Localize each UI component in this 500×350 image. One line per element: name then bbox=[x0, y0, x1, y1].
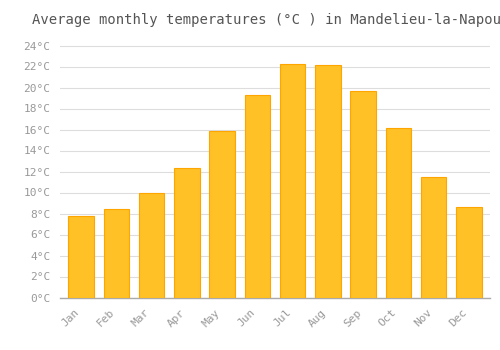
Bar bbox=[210, 131, 235, 298]
Bar bbox=[386, 128, 411, 298]
Bar bbox=[315, 65, 340, 298]
Bar bbox=[104, 209, 129, 298]
Bar bbox=[421, 177, 446, 298]
Bar bbox=[280, 64, 305, 298]
Bar bbox=[456, 207, 481, 298]
Bar bbox=[244, 95, 270, 298]
Bar bbox=[68, 216, 94, 298]
Bar bbox=[139, 193, 164, 298]
Bar bbox=[174, 168, 200, 298]
Title: Average monthly temperatures (°C ) in Mandelieu-la-Napoule: Average monthly temperatures (°C ) in Ma… bbox=[32, 13, 500, 27]
Bar bbox=[350, 91, 376, 298]
